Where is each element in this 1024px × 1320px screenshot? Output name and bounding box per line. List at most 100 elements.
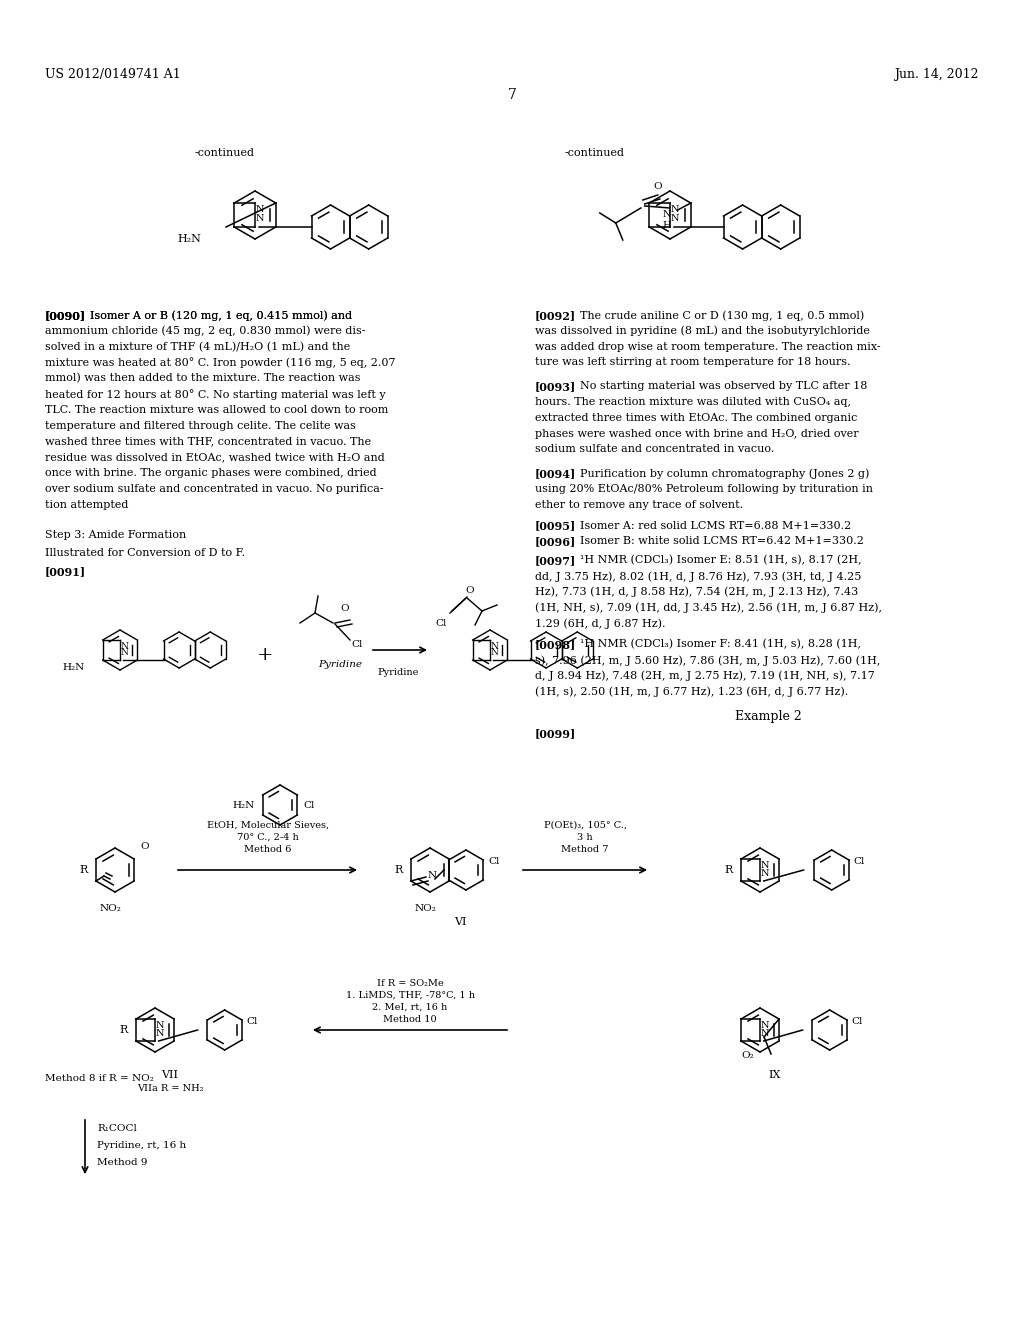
Text: 1. LiMDS, THF, -78°C, 1 h: 1. LiMDS, THF, -78°C, 1 h xyxy=(345,991,474,1001)
Text: Step 3: Amide Formation: Step 3: Amide Formation xyxy=(45,531,186,540)
Text: N: N xyxy=(156,1030,164,1038)
Text: N: N xyxy=(121,642,129,651)
Text: N: N xyxy=(121,648,129,657)
Text: R: R xyxy=(80,865,88,875)
Text: VII: VII xyxy=(162,1071,178,1080)
Text: mixture was heated at 80° C. Iron powder (116 mg, 5 eq, 2.07: mixture was heated at 80° C. Iron powder… xyxy=(45,358,395,368)
Text: N: N xyxy=(428,871,437,880)
Text: [0092]: [0092] xyxy=(535,310,577,321)
Text: If R = SO₂Me: If R = SO₂Me xyxy=(377,979,443,987)
Text: ¹H NMR (CDCl₃) Isomer F: 8.41 (1H, s), 8.28 (1H,: ¹H NMR (CDCl₃) Isomer F: 8.41 (1H, s), 8… xyxy=(580,639,861,649)
Text: extracted three times with EtOAc. The combined organic: extracted three times with EtOAc. The co… xyxy=(535,413,857,422)
Text: [0091]: [0091] xyxy=(45,566,86,577)
Text: N: N xyxy=(490,642,499,651)
Text: [0099]: [0099] xyxy=(535,729,577,739)
Text: NO₂: NO₂ xyxy=(99,904,121,913)
Text: once with brine. The organic phases were combined, dried: once with brine. The organic phases were… xyxy=(45,469,377,478)
Text: TLC. The reaction mixture was allowed to cool down to room: TLC. The reaction mixture was allowed to… xyxy=(45,405,388,414)
Text: was dissolved in pyridine (8 mL) and the isobutyrylchloride: was dissolved in pyridine (8 mL) and the… xyxy=(535,326,869,337)
Text: s), 7.96 (2H, m, J 5.60 Hz), 7.86 (3H, m, J 5.03 Hz), 7.60 (1H,: s), 7.96 (2H, m, J 5.60 Hz), 7.86 (3H, m… xyxy=(535,655,881,665)
Text: N: N xyxy=(156,1020,164,1030)
Text: Jun. 14, 2012: Jun. 14, 2012 xyxy=(895,69,979,81)
Text: -continued: -continued xyxy=(195,148,255,158)
Text: H₂N: H₂N xyxy=(177,235,201,244)
Text: Example 2: Example 2 xyxy=(734,710,802,723)
Text: Hz), 7.73 (1H, d, J 8.58 Hz), 7.54 (2H, m, J 2.13 Hz), 7.43: Hz), 7.73 (1H, d, J 8.58 Hz), 7.54 (2H, … xyxy=(535,587,858,598)
Text: dd, J 3.75 Hz), 8.02 (1H, d, J 8.76 Hz), 7.93 (3H, td, J 4.25: dd, J 3.75 Hz), 8.02 (1H, d, J 8.76 Hz),… xyxy=(535,572,861,582)
Text: O: O xyxy=(140,842,148,851)
Text: was added drop wise at room temperature. The reaction mix-: was added drop wise at room temperature.… xyxy=(535,342,881,351)
Text: N: N xyxy=(761,1020,769,1030)
Text: tion attempted: tion attempted xyxy=(45,499,128,510)
Text: Isomer B: white solid LCMS RT=6.42 M+1=330.2: Isomer B: white solid LCMS RT=6.42 M+1=3… xyxy=(580,536,864,546)
Text: O: O xyxy=(341,605,349,612)
Text: O₂: O₂ xyxy=(741,1051,754,1060)
Text: heated for 12 hours at 80° C. No starting material was left y: heated for 12 hours at 80° C. No startin… xyxy=(45,389,386,400)
Text: H₂N: H₂N xyxy=(62,663,84,672)
Text: No starting material was observed by TLC after 18: No starting material was observed by TLC… xyxy=(580,381,867,391)
Text: ture was left stirring at room temperature for 18 hours.: ture was left stirring at room temperatu… xyxy=(535,358,851,367)
Text: d, J 8.94 Hz), 7.48 (2H, m, J 2.75 Hz), 7.19 (1H, NH, s), 7.17: d, J 8.94 Hz), 7.48 (2H, m, J 2.75 Hz), … xyxy=(535,671,874,681)
Text: EtOH, Molecular Sieves,: EtOH, Molecular Sieves, xyxy=(207,821,329,830)
Text: ¹H NMR (CDCl₃) Isomer E: 8.51 (1H, s), 8.17 (2H,: ¹H NMR (CDCl₃) Isomer E: 8.51 (1H, s), 8… xyxy=(580,556,861,565)
Text: [0095]: [0095] xyxy=(535,520,577,532)
Text: [0094]: [0094] xyxy=(535,469,577,479)
Text: N: N xyxy=(663,210,671,219)
Text: R: R xyxy=(394,865,403,875)
Text: phases were washed once with brine and H₂O, dried over: phases were washed once with brine and H… xyxy=(535,429,859,438)
Text: IX: IX xyxy=(769,1071,781,1080)
Text: N: N xyxy=(256,205,264,214)
Text: 70° C., 2-4 h: 70° C., 2-4 h xyxy=(238,833,299,842)
Text: [0096]: [0096] xyxy=(535,536,577,548)
Text: 1.29 (6H, d, J 6.87 Hz).: 1.29 (6H, d, J 6.87 Hz). xyxy=(535,618,666,628)
Text: VIIa R = NH₂: VIIa R = NH₂ xyxy=(137,1084,203,1093)
Text: H: H xyxy=(663,220,671,230)
Text: +: + xyxy=(257,645,273,664)
Text: P(OEt)₃, 105° C.,: P(OEt)₃, 105° C., xyxy=(544,821,627,830)
Text: Pyridine, rt, 16 h: Pyridine, rt, 16 h xyxy=(97,1140,186,1150)
Text: VI: VI xyxy=(454,917,466,927)
Text: Method 8 if R = NO₂: Method 8 if R = NO₂ xyxy=(45,1074,154,1082)
Text: O: O xyxy=(653,182,663,191)
Text: 2. MeI, rt, 16 h: 2. MeI, rt, 16 h xyxy=(373,1003,447,1012)
Text: residue was dissolved in EtOAc, washed twice with H₂O and: residue was dissolved in EtOAc, washed t… xyxy=(45,453,385,462)
Text: Method 10: Method 10 xyxy=(383,1015,437,1024)
Text: temperature and filtered through celite. The celite was: temperature and filtered through celite.… xyxy=(45,421,356,430)
Text: sodium sulfate and concentrated in vacuo.: sodium sulfate and concentrated in vacuo… xyxy=(535,445,774,454)
Text: Method 7: Method 7 xyxy=(561,845,608,854)
Text: Cl: Cl xyxy=(247,1018,258,1027)
Text: N: N xyxy=(761,861,769,870)
Text: Method 6: Method 6 xyxy=(245,845,292,854)
Text: R: R xyxy=(725,865,733,875)
Text: ammonium chloride (45 mg, 2 eq, 0.830 mmol) were dis-: ammonium chloride (45 mg, 2 eq, 0.830 mm… xyxy=(45,326,366,337)
Text: solved in a mixture of THF (4 mL)/H₂O (1 mL) and the: solved in a mixture of THF (4 mL)/H₂O (1… xyxy=(45,342,350,352)
Text: H₂N: H₂N xyxy=(232,800,255,809)
Text: over sodium sulfate and concentrated in vacuo. No purifica-: over sodium sulfate and concentrated in … xyxy=(45,484,384,494)
Text: N: N xyxy=(671,205,679,214)
Text: The crude aniline C or D (130 mg, 1 eq, 0.5 mmol): The crude aniline C or D (130 mg, 1 eq, … xyxy=(580,310,864,321)
Text: O: O xyxy=(466,586,474,595)
Text: Cl: Cl xyxy=(488,858,500,866)
Text: hours. The reaction mixture was diluted with CuSO₄ aq,: hours. The reaction mixture was diluted … xyxy=(535,397,851,407)
Text: NO₂: NO₂ xyxy=(414,904,436,913)
Text: R: R xyxy=(120,1026,128,1035)
Text: US 2012/0149741 A1: US 2012/0149741 A1 xyxy=(45,69,181,81)
Text: Cl: Cl xyxy=(303,800,314,809)
Text: using 20% EtOAc/80% Petroleum following by trituration in: using 20% EtOAc/80% Petroleum following … xyxy=(535,484,873,494)
Text: -continued: -continued xyxy=(565,148,625,158)
Text: Cl: Cl xyxy=(854,858,865,866)
Text: R₁COCl: R₁COCl xyxy=(97,1125,137,1133)
Text: N: N xyxy=(761,1030,769,1038)
Text: ether to remove any trace of solvent.: ether to remove any trace of solvent. xyxy=(535,500,743,510)
Text: (1H, s), 2.50 (1H, m, J 6.77 Hz), 1.23 (6H, d, J 6.77 Hz).: (1H, s), 2.50 (1H, m, J 6.77 Hz), 1.23 (… xyxy=(535,686,848,697)
Text: 7: 7 xyxy=(508,88,516,102)
Text: Purification by column chromatography (Jones 2 g): Purification by column chromatography (J… xyxy=(580,469,869,479)
Text: [0090]: [0090] xyxy=(45,310,86,321)
Text: Cl: Cl xyxy=(351,640,362,649)
Text: Illustrated for Conversion of D to F.: Illustrated for Conversion of D to F. xyxy=(45,548,245,558)
Text: mmol) was then added to the mixture. The reaction was: mmol) was then added to the mixture. The… xyxy=(45,374,360,384)
Text: 3 h: 3 h xyxy=(578,833,593,842)
Text: Isomer A: red solid LCMS RT=6.88 M+1=330.2: Isomer A: red solid LCMS RT=6.88 M+1=330… xyxy=(580,520,851,531)
Text: N: N xyxy=(671,214,679,223)
Text: Pyridine: Pyridine xyxy=(377,668,419,677)
